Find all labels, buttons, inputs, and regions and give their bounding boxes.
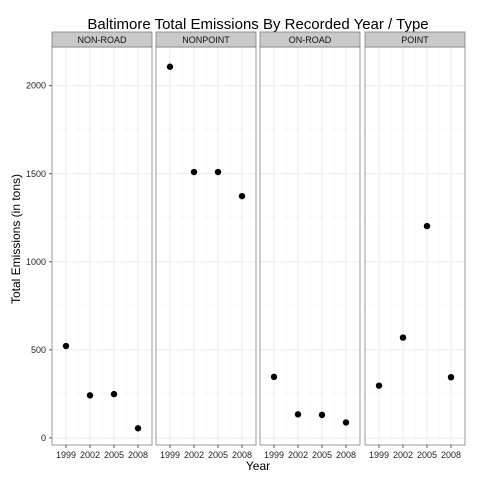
x-tick-label: 2002 bbox=[288, 450, 308, 460]
data-point bbox=[62, 342, 70, 350]
strip-background bbox=[259, 31, 361, 48]
data-point bbox=[342, 419, 350, 426]
strip-background bbox=[51, 31, 153, 48]
x-tick-label: 2002 bbox=[80, 450, 100, 460]
y-axis-label: Total Emissions (in tons) bbox=[9, 174, 23, 304]
panel-on-road: ON-ROAD 1999 2002 2005 2008 bbox=[259, 31, 361, 460]
x-tick-label: 2008 bbox=[232, 450, 252, 460]
y-tick-label: 0 bbox=[41, 433, 46, 443]
data-point bbox=[294, 411, 302, 418]
data-point bbox=[214, 168, 222, 176]
strip-background bbox=[155, 31, 257, 48]
x-tick-label: 1999 bbox=[160, 450, 180, 460]
panel-point: POINT 1999 2002 2005 2008 bbox=[364, 31, 466, 460]
data-point bbox=[447, 373, 455, 381]
x-tick-label: 2002 bbox=[393, 450, 413, 460]
data-point bbox=[399, 334, 407, 341]
x-tick-label: 2005 bbox=[104, 450, 124, 460]
x-tick-label: 2008 bbox=[336, 450, 356, 460]
x-tick-label: 2008 bbox=[128, 450, 148, 460]
data-point bbox=[134, 425, 142, 432]
y-axis: 0 500 1000 1500 2000 bbox=[26, 81, 52, 443]
x-axis-label: Year bbox=[246, 459, 270, 473]
data-point bbox=[270, 373, 278, 381]
x-tick-label: 2002 bbox=[184, 450, 204, 460]
y-tick-label: 500 bbox=[31, 345, 46, 355]
chart-title: Baltimore Total Emissions By Recorded Ye… bbox=[87, 16, 428, 33]
data-point bbox=[375, 382, 383, 389]
y-tick-label: 2000 bbox=[26, 81, 46, 91]
strip-label: NONPOINT bbox=[182, 35, 230, 45]
y-tick-label: 1000 bbox=[26, 257, 46, 267]
panel-non-road: NON-ROAD 1999 2002 2005 2008 bbox=[51, 31, 153, 460]
data-point bbox=[86, 392, 94, 399]
x-tick-label: 1999 bbox=[56, 450, 76, 460]
data-point bbox=[318, 411, 326, 419]
panels-layer: NON-ROAD 1999 2002 2005 2008 NONPOINT 1999 2002… bbox=[51, 31, 466, 460]
data-point bbox=[190, 168, 198, 176]
x-tick-label: 2005 bbox=[208, 450, 228, 460]
strip-label: NON-ROAD bbox=[78, 35, 127, 45]
x-tick-label: 1999 bbox=[264, 450, 284, 460]
x-tick-label: 2008 bbox=[441, 450, 461, 460]
panel-nonpoint: NONPOINT 1999 2002 2005 2008 bbox=[155, 31, 257, 460]
strip-label: POINT bbox=[401, 35, 429, 45]
x-tick-label: 1999 bbox=[369, 450, 389, 460]
data-point bbox=[238, 192, 246, 200]
data-point bbox=[110, 390, 118, 398]
data-point bbox=[166, 63, 174, 70]
strip-background bbox=[364, 31, 466, 48]
x-tick-label: 2005 bbox=[417, 450, 437, 460]
strip-label: ON-ROAD bbox=[289, 35, 332, 45]
x-tick-label: 2005 bbox=[312, 450, 332, 460]
data-point bbox=[423, 222, 431, 230]
y-tick-label: 1500 bbox=[26, 169, 46, 179]
